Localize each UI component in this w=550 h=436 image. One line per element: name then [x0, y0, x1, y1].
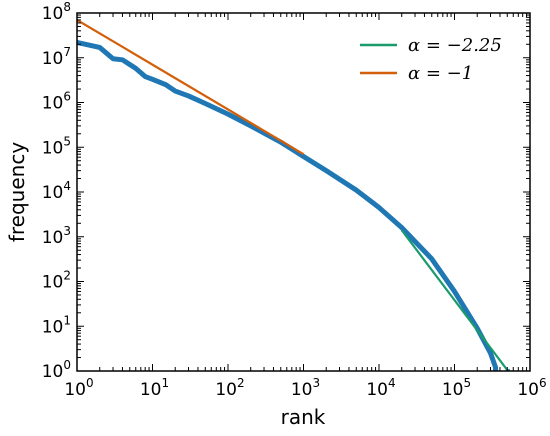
legend-label: α = −2.25 [408, 35, 502, 56]
y-tick-label: 107 [42, 45, 71, 69]
y-tick-label: 103 [42, 224, 71, 248]
series-layer [77, 18, 511, 371]
y-tick-label: 102 [42, 269, 71, 293]
x-tick-label: 105 [442, 376, 471, 400]
y-tick-label: 100 [42, 358, 71, 382]
x-tick-label: 101 [140, 376, 169, 400]
data-series-line [77, 39, 511, 371]
y-tick-label: 108 [42, 0, 71, 24]
x-tick-label: 104 [366, 376, 395, 400]
fit-line-1 [400, 229, 510, 371]
plot-background [77, 13, 530, 371]
y-tick-label: 101 [42, 313, 71, 337]
legend: α = −2.25 α = −1 [360, 35, 502, 84]
y-tick-label: 104 [42, 179, 71, 203]
x-tick-label: 103 [291, 376, 320, 400]
legend-label: α = −1 [408, 63, 473, 84]
fit-line-2 [77, 18, 305, 156]
y-axis-label: frequency [5, 142, 29, 242]
y-tick-labels: 100 101 102 103 104 105 106 107 108 [42, 0, 71, 382]
y-tick-label: 106 [42, 90, 71, 114]
tick-marks [76, 12, 531, 372]
x-tick-label: 102 [215, 376, 244, 400]
y-tick-label: 105 [42, 134, 71, 158]
x-tick-label: 100 [64, 376, 93, 400]
x-tick-labels: 100 101 102 103 104 105 106 [64, 376, 546, 400]
x-tick-label: 106 [517, 376, 546, 400]
x-axis-label: rank [281, 405, 326, 429]
